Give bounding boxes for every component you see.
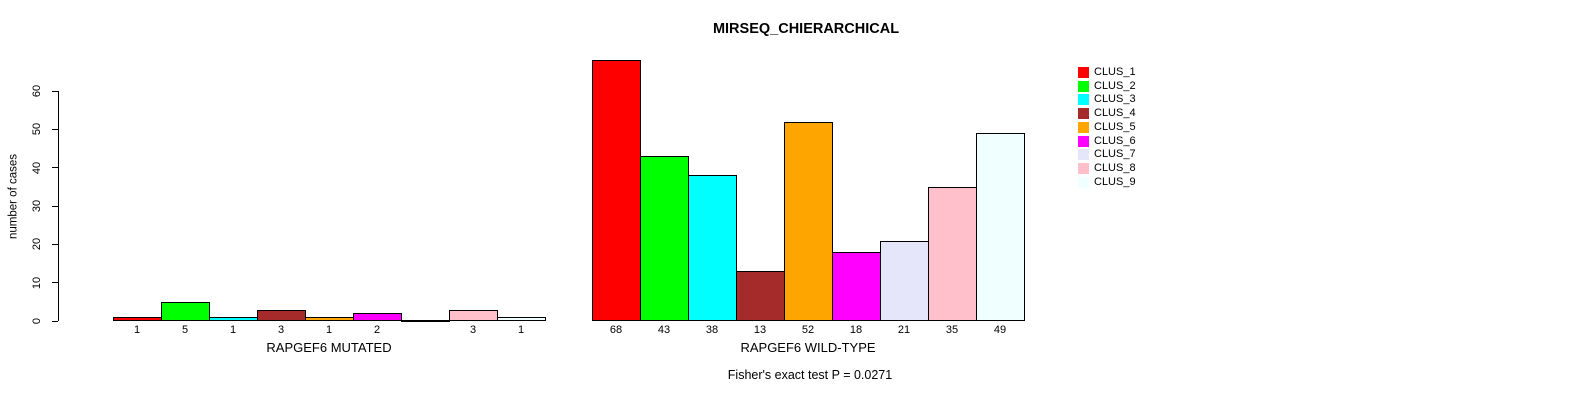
legend-item-clus_4: CLUS_4: [1078, 107, 1136, 120]
bar-value-label: 3: [469, 324, 477, 336]
y-axis-tick: [52, 320, 58, 322]
bar-clus_8-group1: [928, 186, 977, 321]
legend-item-label: CLUS_5: [1094, 120, 1136, 133]
bar-clus_6-group0: [353, 313, 402, 321]
bar-value-label: 21: [897, 324, 911, 336]
legend-item-clus_9: CLUS_9: [1078, 176, 1136, 189]
bar-clus_8-group0: [449, 309, 498, 321]
bar-clus_1-group1: [592, 60, 641, 321]
x-axis-label-mutated: RAPGEF6 MUTATED: [266, 340, 392, 355]
legend-swatch-icon: [1078, 162, 1089, 174]
legend-swatch-icon: [1078, 80, 1089, 92]
legend-item-clus_7: CLUS_7: [1078, 148, 1136, 161]
bar-value-label: 35: [945, 324, 959, 336]
bar-value-label: 1: [133, 324, 141, 336]
bar-value-label: 18: [849, 324, 863, 336]
bar-value-label: 43: [657, 324, 671, 336]
bar-value-label: 52: [801, 324, 815, 336]
bar-value-label: 38: [705, 324, 719, 336]
legend-swatch-icon: [1078, 67, 1089, 78]
bar-clus_2-group1: [640, 156, 689, 321]
legend-item-label: CLUS_9: [1094, 175, 1136, 188]
legend-item-clus_6: CLUS_6: [1078, 135, 1136, 148]
y-axis-tick-label: 10: [31, 276, 43, 289]
bar-value-label: 49: [993, 324, 1007, 336]
y-axis-line: [58, 91, 59, 321]
bar-clus_7-group0: [401, 320, 450, 322]
bar-clus_4-group0: [257, 309, 306, 321]
fisher-test-note: Fisher's exact test P = 0.0271: [727, 368, 893, 382]
legend-item-clus_1: CLUS_1: [1078, 66, 1136, 79]
y-axis-tick-label: 20: [31, 238, 43, 251]
bar-clus_5-group1: [784, 121, 833, 321]
bar-value-label: 5: [181, 324, 189, 336]
bar-clus_9-group1: [976, 133, 1025, 321]
bar-clus_3-group0: [209, 317, 258, 321]
legend-swatch-icon: [1078, 121, 1089, 133]
y-axis-label: number of cases: [7, 154, 20, 240]
y-axis-tick-label: 50: [31, 123, 43, 136]
legend-swatch-icon: [1078, 94, 1089, 106]
y-axis-tick: [52, 282, 58, 284]
bar-clus_2-group0: [161, 301, 210, 321]
y-axis-tick-label: 60: [31, 84, 43, 98]
bar-clus_1-group0: [113, 317, 162, 321]
legend-item-label: CLUS_1: [1094, 66, 1136, 78]
legend-swatch-icon: [1078, 108, 1089, 120]
legend-item-label: CLUS_8: [1094, 161, 1136, 174]
legend-swatch-icon: [1078, 135, 1089, 147]
bar-value-label: 1: [325, 324, 333, 336]
bar-clus_4-group1: [736, 271, 785, 321]
bar-value-label: 3: [277, 324, 285, 336]
bar-clus_9-group0: [497, 317, 546, 321]
bar-clus_5-group0: [305, 317, 354, 321]
y-axis-tick-label: 0: [31, 317, 43, 325]
legend-item-label: CLUS_6: [1094, 134, 1136, 147]
y-axis-tick-label: 30: [31, 199, 43, 213]
bar-clus_7-group1: [880, 240, 929, 321]
y-axis-tick: [52, 205, 58, 207]
legend-item-clus_8: CLUS_8: [1078, 162, 1136, 175]
bar-value-label: 2: [373, 324, 381, 336]
y-axis-tick: [52, 243, 58, 245]
bar-value-label: 1: [517, 324, 525, 336]
legend-item-clus_3: CLUS_3: [1078, 93, 1136, 106]
legend-swatch-icon: [1078, 149, 1089, 161]
y-axis-tick: [52, 167, 58, 169]
legend-swatch-icon: [1078, 176, 1089, 188]
x-axis-label-wildtype: RAPGEF6 WILD-TYPE: [740, 340, 876, 355]
y-axis-tick-label: 40: [31, 161, 43, 174]
bar-clus_3-group1: [688, 175, 737, 321]
chart-title: MIRSEQ_CHIERARCHICAL: [712, 21, 900, 37]
legend: CLUS_1 CLUS_2 CLUS_3 CLUS_4 CLUS_5 CLUS_6 CLUS…: [1078, 66, 1218, 196]
bar-value-label: 13: [753, 324, 767, 336]
legend-item-label: CLUS_3: [1094, 93, 1136, 106]
bar-value-label: 68: [609, 324, 623, 336]
y-axis-tick: [52, 128, 58, 130]
legend-item-label: CLUS_4: [1094, 107, 1136, 120]
legend-item-label: CLUS_2: [1094, 79, 1136, 92]
legend-item-clus_5: CLUS_5: [1078, 121, 1136, 134]
legend-item-clus_2: CLUS_2: [1078, 80, 1136, 93]
y-axis-tick: [52, 90, 58, 92]
bar-value-label: 1: [229, 324, 237, 336]
legend-item-label: CLUS_7: [1094, 148, 1136, 161]
bar-clus_6-group1: [832, 252, 881, 321]
